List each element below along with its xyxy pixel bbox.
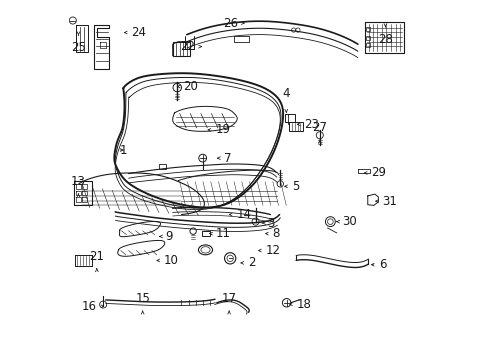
Text: 20: 20 bbox=[184, 80, 198, 93]
Bar bbox=[285, 114, 295, 122]
Text: 8: 8 bbox=[272, 227, 280, 240]
Bar bbox=[366, 27, 369, 31]
Text: 4: 4 bbox=[283, 87, 290, 100]
Bar bbox=[366, 36, 369, 40]
Text: 19: 19 bbox=[216, 123, 230, 136]
Text: 3: 3 bbox=[268, 217, 275, 230]
Text: 24: 24 bbox=[131, 26, 146, 39]
Text: 15: 15 bbox=[135, 292, 150, 305]
Text: 1: 1 bbox=[120, 144, 127, 157]
Text: 23: 23 bbox=[304, 118, 319, 131]
Text: 16: 16 bbox=[82, 300, 97, 313]
Text: 5: 5 bbox=[292, 180, 299, 193]
Bar bbox=[159, 164, 166, 169]
Text: 31: 31 bbox=[383, 195, 397, 208]
Text: 25: 25 bbox=[71, 41, 86, 54]
Text: 6: 6 bbox=[379, 258, 387, 271]
Text: 29: 29 bbox=[371, 166, 386, 179]
Text: 21: 21 bbox=[89, 250, 104, 263]
Text: 10: 10 bbox=[164, 254, 179, 267]
Text: 26: 26 bbox=[223, 17, 238, 30]
Bar bbox=[366, 43, 369, 47]
Bar bbox=[172, 42, 190, 56]
Text: 13: 13 bbox=[71, 175, 86, 188]
Text: 2: 2 bbox=[248, 256, 255, 269]
Text: 28: 28 bbox=[378, 33, 393, 46]
Text: 27: 27 bbox=[312, 121, 327, 134]
Text: 30: 30 bbox=[343, 215, 357, 228]
Text: 18: 18 bbox=[296, 298, 311, 311]
Bar bbox=[289, 122, 303, 131]
Text: 9: 9 bbox=[166, 230, 173, 243]
Text: 17: 17 bbox=[221, 292, 237, 305]
Text: 7: 7 bbox=[224, 152, 231, 165]
Text: 11: 11 bbox=[216, 227, 231, 240]
Bar bbox=[202, 231, 210, 236]
Text: 14: 14 bbox=[236, 208, 251, 221]
Text: 22: 22 bbox=[181, 40, 196, 53]
Text: 12: 12 bbox=[266, 244, 280, 257]
